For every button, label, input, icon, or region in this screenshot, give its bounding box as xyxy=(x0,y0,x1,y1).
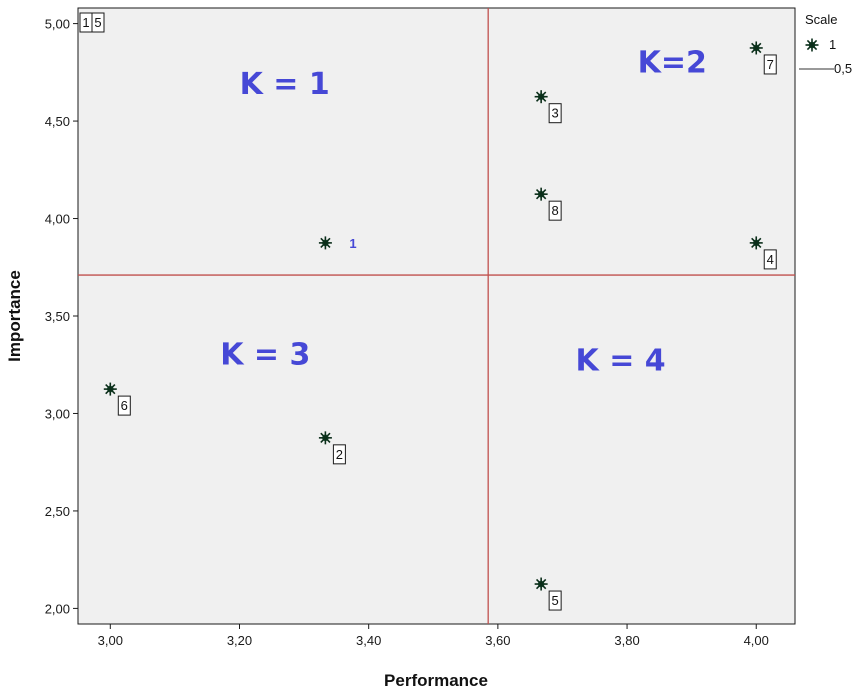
data-point-2 xyxy=(318,431,332,445)
corner-label-1: 1 xyxy=(79,12,93,33)
axis-ticks: 3,00 3,20 3,40 3,60 3,80 4,00 2,00 2,50 3,00 3,50… xyxy=(45,17,769,648)
data-point-8 xyxy=(534,187,548,201)
svg-text:1: 1 xyxy=(82,15,89,30)
x-tick-label: 3,80 xyxy=(614,633,639,648)
x-tick-label: 3,60 xyxy=(485,633,510,648)
y-tick-label: 4,00 xyxy=(45,212,70,227)
data-points: 1 2 3 4 5 6 7 8 xyxy=(103,41,777,611)
data-point-6 xyxy=(103,382,117,396)
point-label-1: 1 xyxy=(349,236,356,251)
y-tick-label: 4,50 xyxy=(45,114,70,129)
svg-text:5: 5 xyxy=(94,15,101,30)
quadrant-label-k4: K = 4 xyxy=(576,344,666,379)
legend-title: Scale xyxy=(805,12,838,27)
quadrant-labels: K = 1 K=2 K = 3 K = 4 xyxy=(220,45,707,378)
point-label-7: 7 xyxy=(763,54,777,75)
x-tick-label: 3,40 xyxy=(356,633,381,648)
data-point-5 xyxy=(534,577,548,591)
y-tick-label: 3,50 xyxy=(45,309,70,324)
svg-text:3: 3 xyxy=(552,106,559,121)
x-tick-label: 4,00 xyxy=(744,633,769,648)
point-label-2: 2 xyxy=(332,444,346,465)
plot-area xyxy=(77,7,796,625)
svg-text:5: 5 xyxy=(552,593,559,608)
point-label-3: 3 xyxy=(548,103,562,124)
data-point-4 xyxy=(749,236,763,250)
x-tick-label: 3,20 xyxy=(227,633,252,648)
y-tick-label: 3,00 xyxy=(45,406,70,421)
data-point-3 xyxy=(534,90,548,104)
quadrant-label-k1: K = 1 xyxy=(240,67,330,102)
y-tick-label: 5,00 xyxy=(45,17,70,32)
legend-entry-2: 0,5 xyxy=(834,61,852,76)
svg-text:8: 8 xyxy=(552,203,559,218)
svg-text:2: 2 xyxy=(336,447,343,462)
reference-lines xyxy=(78,8,795,624)
quadrant-label-k3: K = 3 xyxy=(220,338,310,373)
point-label-5: 5 xyxy=(548,590,562,611)
quadrant-label-k2: K=2 xyxy=(638,45,707,80)
svg-text:4: 4 xyxy=(767,252,774,267)
legend-marker xyxy=(805,38,819,52)
x-axis-title: Performance xyxy=(384,671,488,688)
y-axis-title: Importance xyxy=(5,270,24,362)
y-tick-label: 2,00 xyxy=(45,601,70,616)
point-label-8: 8 xyxy=(548,200,562,221)
data-point-7 xyxy=(749,41,763,55)
legend-entry-1: 1 xyxy=(829,37,836,52)
svg-text:6: 6 xyxy=(121,398,128,413)
point-label-6: 6 xyxy=(117,395,131,416)
y-tick-label: 2,50 xyxy=(45,504,70,519)
x-tick-label: 3,00 xyxy=(98,633,123,648)
svg-text:7: 7 xyxy=(767,57,774,72)
legend: Scale 1 0,5 xyxy=(799,12,852,76)
point-label-4: 4 xyxy=(763,249,777,270)
corner-label-5: 5 xyxy=(91,12,105,33)
data-point-1 xyxy=(318,236,332,250)
legend-star-icon xyxy=(805,38,819,52)
